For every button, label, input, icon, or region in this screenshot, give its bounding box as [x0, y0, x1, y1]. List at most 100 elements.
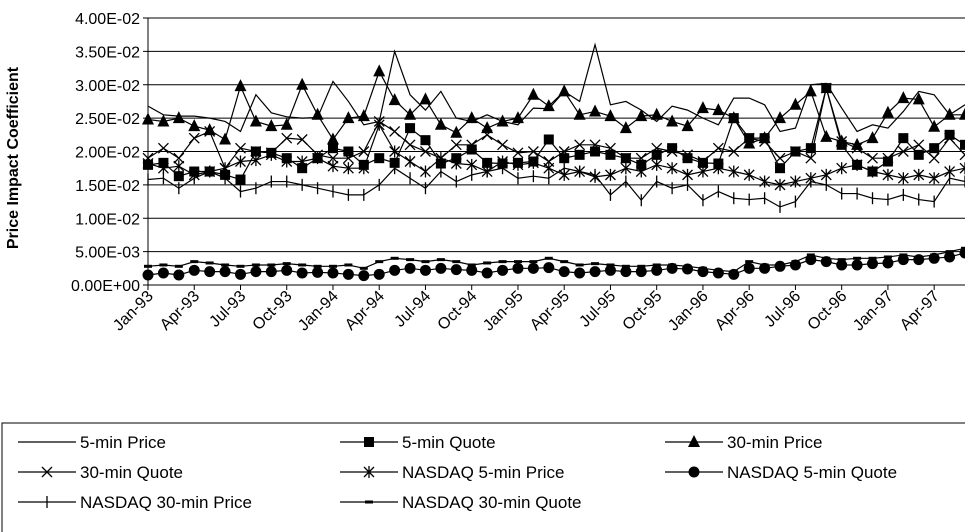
data-point-dash — [945, 250, 954, 254]
data-point-x — [944, 132, 956, 144]
data-point-square — [775, 163, 786, 174]
data-point-dash — [498, 260, 507, 264]
series-line — [147, 123, 965, 186]
x-tick-label: Apr-95 — [527, 288, 573, 334]
data-point-triangle — [928, 119, 941, 132]
legend-label: NASDAQ 5-min Quote — [727, 463, 897, 482]
data-point-star — [219, 162, 231, 175]
data-point-dash — [282, 262, 291, 266]
data-point-square — [173, 171, 184, 182]
data-point-square — [235, 174, 246, 185]
y-tick-label: 4.00E-02 — [75, 11, 140, 28]
data-point-star — [250, 154, 262, 167]
data-point-dash — [621, 264, 630, 268]
data-point-circle — [574, 267, 586, 279]
data-point-x — [666, 146, 678, 157]
data-point-triangle — [311, 107, 324, 120]
data-point-x — [512, 147, 524, 159]
data-point-circle — [450, 264, 462, 276]
legend-item: 5-min Price — [18, 433, 166, 452]
data-point-star — [527, 156, 539, 169]
data-point-triangle — [419, 92, 432, 105]
data-point-star — [682, 168, 693, 181]
data-point-x — [759, 136, 771, 147]
data-point-star — [851, 158, 863, 171]
data-point-square — [559, 153, 570, 164]
data-point-dash — [683, 264, 692, 268]
data-point-star — [512, 158, 524, 171]
data-point-circle — [635, 266, 647, 278]
data-point-dash — [883, 255, 892, 259]
data-point-star — [543, 162, 555, 175]
series-nasdaq-5-min-quote — [142, 247, 965, 282]
legend-label: NASDAQ 30-min Quote — [402, 493, 582, 512]
series-line — [147, 167, 965, 208]
x-tick-label: Jan-97 — [850, 288, 897, 335]
data-point-dash — [637, 264, 646, 268]
data-point-triangle — [589, 104, 602, 117]
x-tick-label: Apr-97 — [897, 288, 943, 334]
data-point-star — [913, 168, 925, 181]
data-point-circle — [312, 266, 324, 278]
data-point-dash — [575, 263, 584, 267]
data-point-triangle — [511, 111, 524, 124]
data-point-circle — [219, 266, 231, 278]
data-point-dash — [313, 264, 322, 268]
data-point-circle — [250, 266, 262, 278]
data-point-x — [450, 139, 462, 151]
data-point-star — [635, 165, 647, 178]
y-tick-label: 3.50E-02 — [75, 44, 140, 61]
data-point-circle — [944, 251, 956, 263]
y-axis-ticks: 0.00E+00 5.00E-03 1.00E-02 1.50E-02 2.00E-02… — [71, 11, 148, 295]
legend-label: 30-min Price — [727, 433, 822, 452]
data-point-triangle — [188, 119, 201, 132]
data-point-triangle — [619, 121, 632, 134]
data-point-triangle — [681, 119, 694, 132]
data-point-dash — [483, 261, 492, 265]
data-point-triangle — [527, 87, 540, 100]
data-point-circle — [358, 270, 370, 282]
series-30-min-quote — [142, 82, 965, 174]
data-point-square — [466, 144, 477, 155]
legend: 5-min Price 5-min Quote 30-min Price 30-min… — [1, 422, 965, 532]
data-point-star — [450, 157, 462, 170]
y-tick-label: 3.00E-02 — [75, 78, 140, 95]
data-point-star — [358, 162, 370, 175]
legend-item: NASDAQ 5-min Price — [340, 463, 564, 482]
data-point-circle — [466, 264, 478, 276]
y-tick-label: 2.00E-02 — [75, 145, 140, 162]
data-point-star — [296, 155, 308, 168]
data-point-square — [364, 437, 374, 447]
data-point-circle — [512, 262, 524, 274]
data-point-x — [342, 152, 354, 164]
data-point-triangle — [804, 84, 817, 97]
data-point-x — [897, 146, 909, 157]
data-point-dash — [837, 258, 846, 262]
data-point-star — [363, 466, 375, 478]
data-point-circle — [265, 266, 277, 278]
data-point-dash — [205, 261, 214, 265]
data-point-dash — [365, 500, 373, 504]
data-point-star — [281, 155, 293, 168]
data-point-triangle — [234, 79, 247, 92]
data-point-square — [929, 143, 940, 154]
data-point-circle — [157, 267, 169, 279]
data-point-star — [620, 162, 632, 175]
data-point-triangle — [881, 105, 894, 118]
data-point-x — [774, 152, 786, 164]
data-point-triangle — [635, 109, 648, 122]
legend-label: 5-min Quote — [402, 433, 496, 452]
data-point-x — [527, 146, 539, 157]
data-point-x — [235, 142, 246, 154]
data-point-triangle — [727, 111, 740, 124]
data-point-dash — [914, 255, 923, 259]
data-point-star — [466, 158, 478, 171]
data-point-triangle — [650, 107, 663, 120]
data-point-circle — [589, 266, 601, 278]
legend-item: NASDAQ 30-min Quote — [340, 493, 582, 512]
data-point-triangle — [789, 97, 802, 110]
data-point-circle — [419, 264, 431, 276]
x-tick-label: Oct-95 — [620, 288, 666, 334]
x-tick-label: Jan-96 — [665, 288, 712, 335]
data-point-circle — [173, 269, 185, 281]
